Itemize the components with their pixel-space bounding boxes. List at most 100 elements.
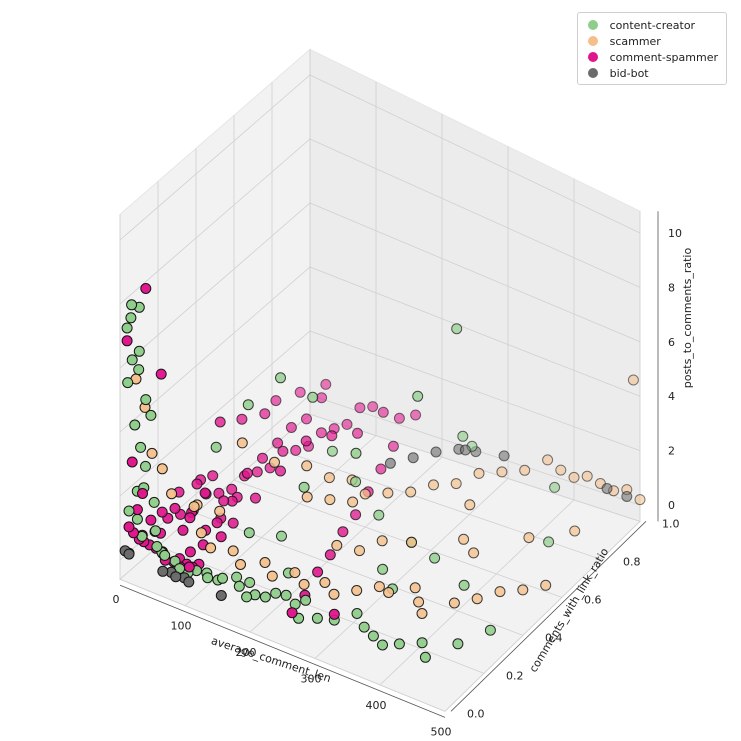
- data-point-comment-spammer: [410, 409, 422, 421]
- data-point-scammer: [383, 587, 395, 598]
- data-point-content-creator: [280, 589, 292, 601]
- data-point-comment-spammer: [328, 608, 340, 620]
- data-point-scammer: [259, 557, 271, 568]
- data-point-comment-spammer: [184, 512, 196, 524]
- data-point-scammer: [494, 586, 506, 598]
- data-point-scammer: [542, 454, 554, 466]
- data-point-content-creator: [451, 323, 463, 335]
- data-point-comment-spammer: [320, 378, 332, 390]
- data-point-scammer: [464, 499, 476, 511]
- z-axis-label: posts_to_comments_ratio: [681, 248, 694, 389]
- data-point-scammer: [471, 593, 483, 605]
- data-point-bid-bot: [183, 576, 195, 588]
- data-point-scammer: [354, 545, 365, 557]
- data-point-content-creator: [217, 572, 228, 584]
- data-point-content-creator: [270, 587, 282, 599]
- data-point-comment-spammer: [140, 283, 152, 294]
- data-point-content-creator: [351, 608, 363, 619]
- data-point-scammer: [627, 374, 639, 386]
- data-point-comment-spammer: [352, 427, 363, 439]
- data-point-scammer: [448, 597, 460, 609]
- y-tick-label: 0.6: [584, 593, 602, 606]
- data-point-comment-spammer: [290, 444, 302, 456]
- data-point-comment-spammer: [300, 435, 312, 447]
- data-point-content-creator: [377, 563, 389, 575]
- data-point-scammer: [324, 494, 336, 506]
- data-point-content-creator: [457, 430, 469, 442]
- z-tick-label: 0: [668, 499, 675, 512]
- data-point-content-creator: [275, 372, 286, 384]
- data-point-scammer: [406, 536, 417, 548]
- data-point-content-creator: [298, 481, 310, 493]
- data-point-content-creator: [131, 513, 143, 525]
- data-point-content-creator: [393, 638, 405, 650]
- data-point-scammer: [568, 471, 580, 483]
- data-point-comment-spammer: [177, 524, 189, 536]
- legend-marker: [587, 68, 598, 78]
- data-point-scammer: [347, 496, 359, 508]
- data-point-comment-spammer: [285, 422, 297, 433]
- data-point-content-creator: [121, 322, 133, 334]
- grid-line-z: [119, 266, 641, 433]
- data-point-scammer: [319, 577, 331, 588]
- data-point-comment-spammer: [241, 467, 253, 479]
- data-point-comment-spammer: [211, 517, 223, 529]
- data-point-scammer: [205, 542, 217, 554]
- data-point-content-creator: [419, 651, 431, 663]
- data-point-content-creator: [140, 394, 152, 406]
- data-point-content-creator: [122, 377, 134, 389]
- data-point-scammer: [269, 456, 280, 468]
- data-point-bid-bot: [621, 491, 633, 502]
- data-point-comment-spammer: [123, 521, 135, 533]
- data-point-bid-bot: [157, 565, 169, 577]
- data-point-content-creator: [484, 624, 496, 636]
- data-point-scammer: [409, 582, 421, 594]
- data-point-scammer: [359, 488, 371, 500]
- legend-item-content-creator: content-creator: [586, 17, 718, 33]
- data-point-scammer: [517, 584, 529, 596]
- z-tick-label: 2: [668, 445, 675, 458]
- data-point-content-creator: [300, 594, 312, 606]
- data-point-scammer: [146, 447, 158, 459]
- data-point-scammer: [405, 486, 417, 498]
- legend-marker: [587, 52, 598, 62]
- data-point-scammer: [634, 494, 646, 506]
- data-point-comment-spammer: [337, 526, 349, 538]
- data-point-comment-spammer: [184, 546, 196, 558]
- data-point-content-creator: [125, 312, 137, 324]
- y-tick-label: 0.8: [623, 555, 641, 568]
- y-tick-label: 0.2: [506, 669, 524, 682]
- data-point-scammer: [519, 464, 531, 476]
- grid-line-y: [309, 49, 641, 522]
- data-point-content-creator: [150, 525, 161, 537]
- data-point-scammer: [289, 567, 301, 579]
- data-point-scammer: [351, 585, 363, 596]
- data-point-content-creator: [412, 390, 424, 402]
- data-point-content-creator: [549, 481, 561, 493]
- data-point-comment-spammer: [250, 492, 261, 504]
- data-point-comment-spammer: [207, 470, 219, 482]
- z-tick-label: 8: [668, 281, 675, 294]
- legend-label: content-creator: [609, 18, 696, 32]
- data-point-comment-spammer: [286, 607, 298, 619]
- data-point-scammer: [382, 487, 394, 499]
- data-point-content-creator: [123, 505, 135, 517]
- data-point-content-creator: [126, 299, 138, 311]
- data-point-comment-spammer: [156, 506, 168, 518]
- data-point-scammer: [301, 460, 313, 472]
- legend-marker: [587, 36, 598, 46]
- data-point-comment-spammer: [121, 335, 133, 347]
- data-point-content-creator: [373, 509, 385, 521]
- data-point-content-creator: [233, 580, 245, 592]
- x-tick-label: 400: [366, 699, 387, 712]
- data-point-content-creator: [145, 409, 157, 421]
- axis-lines: [119, 211, 659, 718]
- data-point-content-creator: [377, 639, 388, 651]
- legend-marker: [587, 20, 598, 30]
- data-point-content-creator: [133, 364, 145, 376]
- grid-lines: [119, 49, 641, 712]
- data-point-scammer: [373, 581, 385, 593]
- data-point-content-creator: [135, 441, 147, 453]
- data-point-content-creator: [244, 577, 256, 588]
